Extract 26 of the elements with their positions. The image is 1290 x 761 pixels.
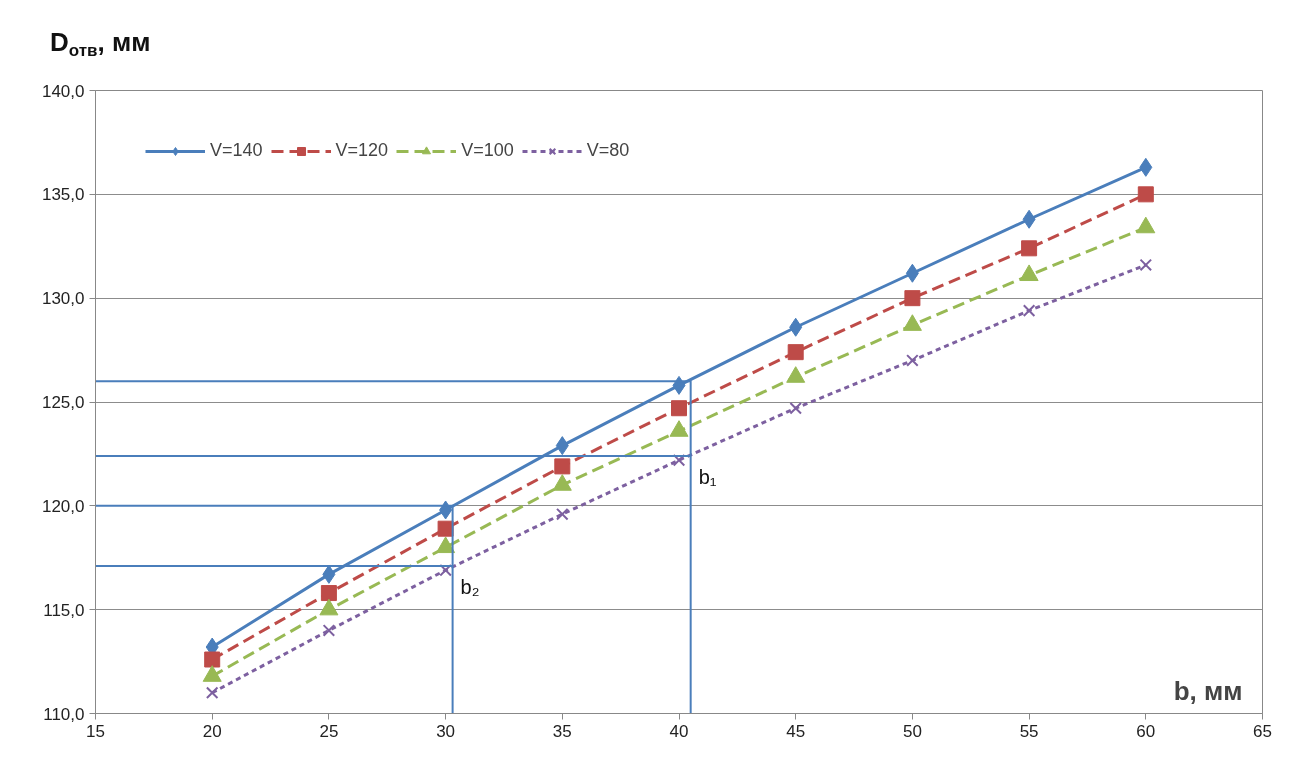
x-tick-label: 25 [319, 721, 339, 741]
y-tick-label: 140,0 [41, 81, 85, 101]
y-tick-label: 115,0 [43, 600, 85, 620]
x-tick-label: 40 [669, 721, 689, 741]
x-tick-label: 65 [1253, 721, 1272, 741]
y-axis-title: D$_{отв}$, мм [50, 27, 151, 62]
legend-label: V=120 [335, 140, 389, 161]
y-tick-label: 120,0 [41, 496, 85, 516]
y-tick-label: 110,0 [43, 704, 85, 724]
x-axis-title: b, мм [1173, 675, 1243, 706]
annotation: b₁ [698, 465, 717, 488]
y-tick-label: 135,0 [41, 185, 85, 205]
x-tick-label: 55 [1019, 721, 1039, 741]
x-tick-label: 50 [902, 721, 922, 741]
x-tick-label: 45 [786, 721, 806, 741]
x-tick-label: 60 [1136, 721, 1156, 741]
x-tick-label: 20 [202, 721, 222, 741]
legend-label: V=140 [210, 140, 263, 161]
legend-label: V=80 [586, 140, 630, 161]
x-tick-label: 15 [86, 721, 105, 741]
x-tick-label: 30 [436, 721, 456, 741]
legend-label: V=100 [461, 140, 514, 161]
x-tick-label: 35 [552, 721, 572, 741]
y-tick-label: 125,0 [41, 393, 85, 412]
annotation: b₂ [460, 576, 480, 599]
y-tick-label: 130,0 [41, 289, 85, 309]
